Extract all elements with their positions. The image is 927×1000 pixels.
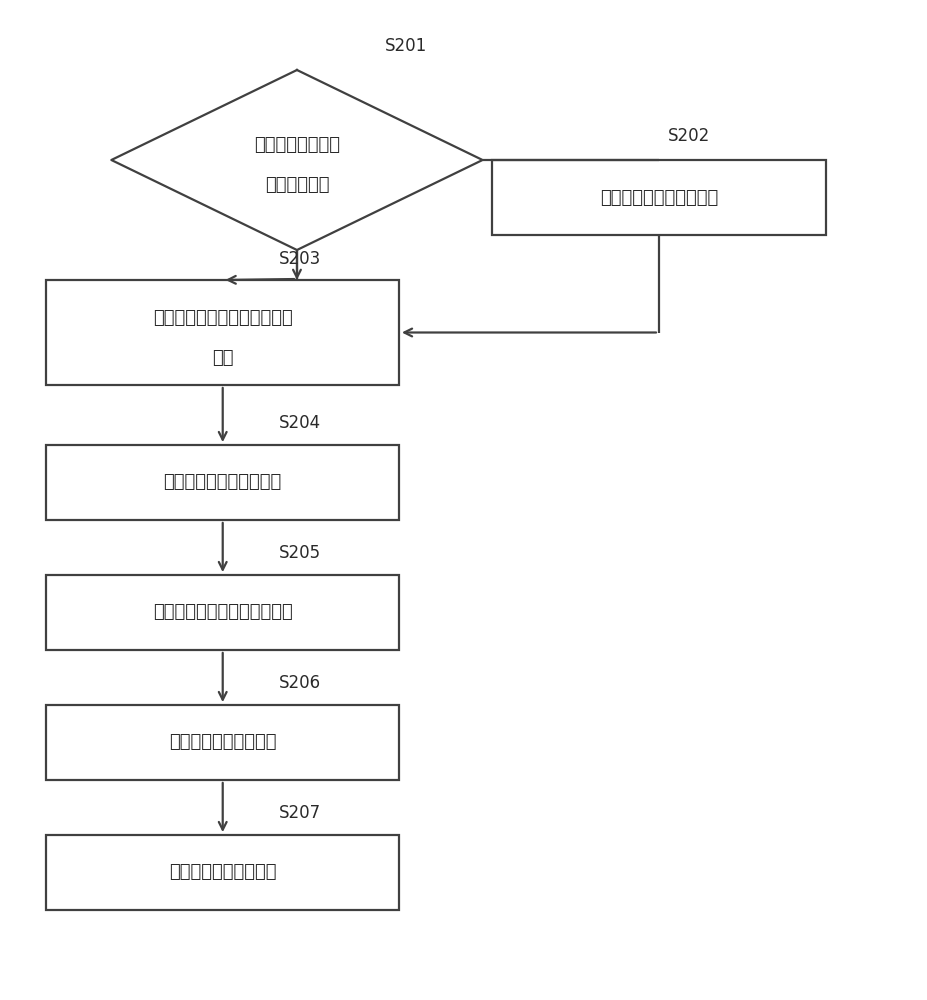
Text: S206: S206 [278, 674, 320, 692]
Text: 计算运动部件的速度值: 计算运动部件的速度值 [169, 734, 276, 752]
Polygon shape [111, 70, 482, 250]
Text: 开关是否触发: 开关是否触发 [264, 176, 329, 194]
Bar [46, 445, 399, 520]
Bar [46, 705, 399, 780]
Text: 度值: 度值 [211, 349, 234, 366]
Bar [491, 160, 825, 235]
Bar [46, 835, 399, 910]
Bar [46, 575, 399, 650]
Text: S201: S201 [385, 37, 427, 55]
Text: S203: S203 [278, 250, 321, 268]
Text: 预设位置处的光电: 预设位置处的光电 [254, 136, 339, 154]
Text: 更新运动部件当前位移值: 更新运动部件当前位移值 [599, 188, 717, 207]
Text: S202: S202 [667, 127, 710, 145]
Text: S205: S205 [278, 544, 320, 562]
Text: S207: S207 [278, 804, 320, 822]
Text: 计算运动部件的实际加速度值: 计算运动部件的实际加速度值 [153, 604, 292, 622]
Text: S204: S204 [278, 414, 320, 432]
Text: 获取加速度传感器输出的加速: 获取加速度传感器输出的加速 [153, 308, 292, 326]
Text: 获取运动部件的电机电流: 获取运动部件的电机电流 [163, 474, 282, 491]
Text: 计算运动部件的位移值: 计算运动部件的位移值 [169, 863, 276, 882]
Bar [46, 280, 399, 385]
